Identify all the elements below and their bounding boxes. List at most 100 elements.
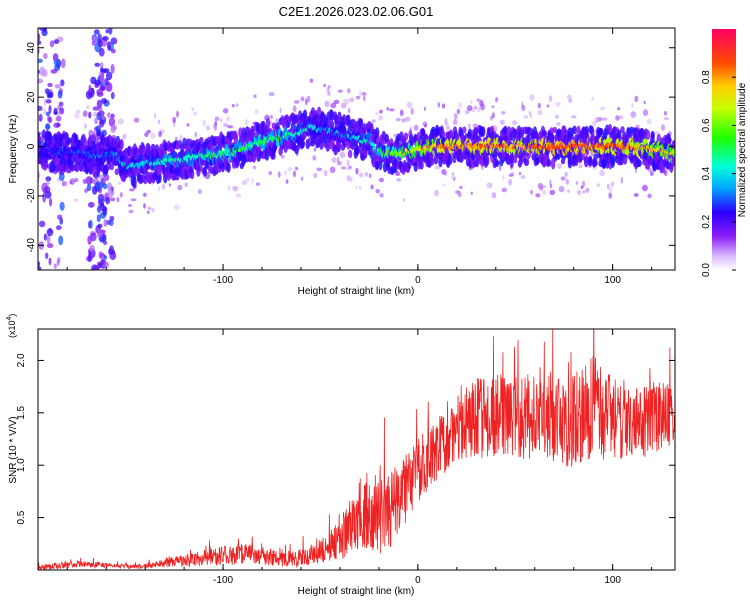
spectrogram-speckle	[378, 115, 383, 121]
snr-series-line	[38, 329, 675, 570]
spectrogram-speckle	[396, 178, 402, 182]
spectrogram-speckle	[355, 167, 359, 175]
spectrogram-speckle	[143, 192, 147, 197]
spectrogram-speckle	[633, 193, 639, 197]
spectrogram-streak-cell	[105, 196, 111, 205]
spectrogram-speckle	[619, 115, 624, 120]
spectrogram-streak-cell	[98, 110, 105, 117]
spectrogram-streak-cell	[107, 188, 113, 199]
spectrogram-streak-cell	[38, 260, 41, 268]
spectrogram-speckle	[608, 192, 612, 199]
spectrogram-band-cell	[150, 143, 156, 152]
spectrogram-speckle	[223, 123, 229, 127]
spectrogram-streak-cell	[52, 53, 59, 62]
spectrogram-band-cell	[462, 126, 467, 134]
spectrogram-speckle	[557, 163, 563, 169]
spectrogram-band-cell	[481, 126, 486, 137]
spectrogram-speckle	[567, 189, 570, 193]
spectrogram-band-cell	[233, 133, 239, 146]
spectrogram-band-cell	[419, 162, 424, 170]
spectrogram-streak-cell	[88, 111, 92, 119]
spectrogram-speckle	[219, 118, 223, 123]
spectrogram-streak-cell	[110, 113, 115, 118]
spectrogram-streak-cell	[105, 71, 113, 81]
spectrogram-speckle	[292, 105, 297, 112]
spectrogram-streak-cell	[101, 98, 108, 104]
spectrogram-speckle	[495, 97, 499, 103]
spectrogram-speckle	[193, 111, 197, 116]
spectrogram-speckle	[309, 78, 314, 83]
spectrogram-speckle	[378, 177, 385, 183]
spectrogram-speckle	[499, 119, 505, 125]
spectrogram-speckle	[73, 198, 79, 202]
spectrogram-speckle	[452, 119, 458, 125]
spectrogram-speckle	[329, 166, 336, 174]
spectrogram-speckle	[609, 186, 613, 192]
spectrogram-speckle	[490, 115, 493, 121]
spectrogram-speckle	[649, 171, 654, 176]
spectrogram-speckle	[56, 115, 62, 122]
spectrogram-speckle	[643, 100, 646, 105]
spectrogram-speckle	[254, 108, 259, 115]
spectrogram-streak-cell	[87, 201, 95, 208]
spectrogram-speckle	[582, 180, 585, 188]
spectrogram-speckle	[235, 193, 242, 198]
spectrogram-band-cell	[300, 139, 305, 149]
spectrogram-streak-cell	[45, 252, 49, 259]
spectrogram-speckle	[379, 109, 383, 114]
spectrogram-speckle	[413, 124, 419, 131]
spectrogram-streak-cell	[38, 266, 42, 270]
spectrogram-speckle	[379, 192, 384, 198]
spectrogram-speckle	[284, 170, 288, 176]
spectrogram-streak-cell	[85, 176, 93, 185]
colorbar-label: Normalized spectral amplitude	[737, 82, 748, 217]
spectrogram-y-tick-label: 40	[26, 42, 37, 54]
spectrogram-speckle	[521, 104, 526, 112]
spectrogram-speckle	[184, 182, 188, 187]
spectrogram-y-tick-label: 0	[26, 143, 37, 149]
spectrogram-speckle	[117, 118, 124, 125]
spectrogram-streak-cell	[108, 117, 116, 127]
spectrogram-speckle	[386, 107, 390, 111]
spectrogram-band-cell	[358, 118, 364, 128]
snr-scale-prefix: (x10	[7, 320, 17, 338]
spectrogram-y-tick-label: -40	[26, 238, 37, 253]
spectrogram-speckle	[642, 109, 649, 117]
spectrogram-speckle	[582, 190, 586, 194]
spectrogram-speckle	[346, 159, 350, 167]
spectrogram-speckle	[501, 187, 507, 193]
spectrogram-band-cell	[448, 154, 453, 165]
spectrogram-streak-cell	[48, 116, 53, 124]
spectrogram-speckle	[646, 118, 652, 125]
spectrogram-speckle	[371, 119, 376, 123]
spectrogram-speckle	[565, 178, 569, 185]
spectrogram-streak-cell	[48, 105, 52, 114]
snr-y-tick-label: 2.0	[16, 353, 27, 367]
spectrogram-y-tick-label: -20	[26, 188, 37, 203]
spectrogram-band-cell	[573, 159, 579, 166]
spectrogram-streak-cell	[96, 214, 101, 223]
spectrogram-band-cell	[202, 166, 208, 177]
spectrogram-streak-cell	[53, 60, 60, 66]
spectrogram-streak-cell	[86, 183, 92, 192]
spectrogram-speckle	[255, 182, 261, 187]
spectrogram-streak-cell	[38, 113, 43, 122]
spectrogram-speckle	[359, 172, 364, 178]
spectrogram-streak-cell	[90, 76, 97, 85]
spectrogram-streak-cell	[45, 124, 51, 129]
spectrogram-streak-cell	[60, 79, 65, 87]
spectrogram-streak-cell	[100, 75, 105, 84]
snr-scale-exponent: 4	[6, 316, 13, 320]
spectrogram-band-cell	[513, 157, 518, 164]
spectrogram-speckle	[191, 107, 195, 111]
spectrogram-speckle	[330, 102, 337, 109]
colorbar: 0.0 0.2 0.4 0.6 0.8 Normalized spectral ampl…	[701, 29, 748, 277]
spectrogram-speckle	[434, 165, 441, 170]
spectrogram-speckle	[158, 119, 161, 125]
spectrogram-streak-cell	[100, 202, 105, 207]
spectrogram-speckle	[423, 123, 428, 128]
spectrogram-speckle	[168, 183, 172, 187]
spectrogram-speckle	[558, 185, 565, 193]
spectrogram-band-cell	[189, 168, 195, 180]
